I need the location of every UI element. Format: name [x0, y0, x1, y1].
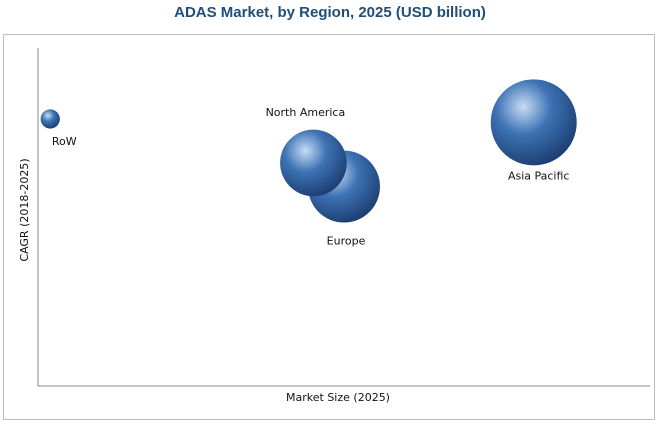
x-axis-label: Market Size (2025) [286, 391, 390, 404]
chart-frame [3, 34, 655, 420]
bubble-label-row: RoW [52, 135, 77, 148]
bubble-asia-pacific [490, 79, 577, 166]
chart-title: ADAS Market, by Region, 2025 (USD billio… [174, 4, 486, 21]
y-axis-label: CAGR (2018-2025) [18, 158, 31, 261]
bubble-north-america [280, 129, 347, 197]
bubble-row [40, 109, 60, 129]
bubble-label-asia-pacific: Asia Pacific [508, 169, 570, 182]
bubble-label-north-america: North America [266, 106, 346, 119]
bubble-label-europe: Europe [327, 235, 366, 248]
